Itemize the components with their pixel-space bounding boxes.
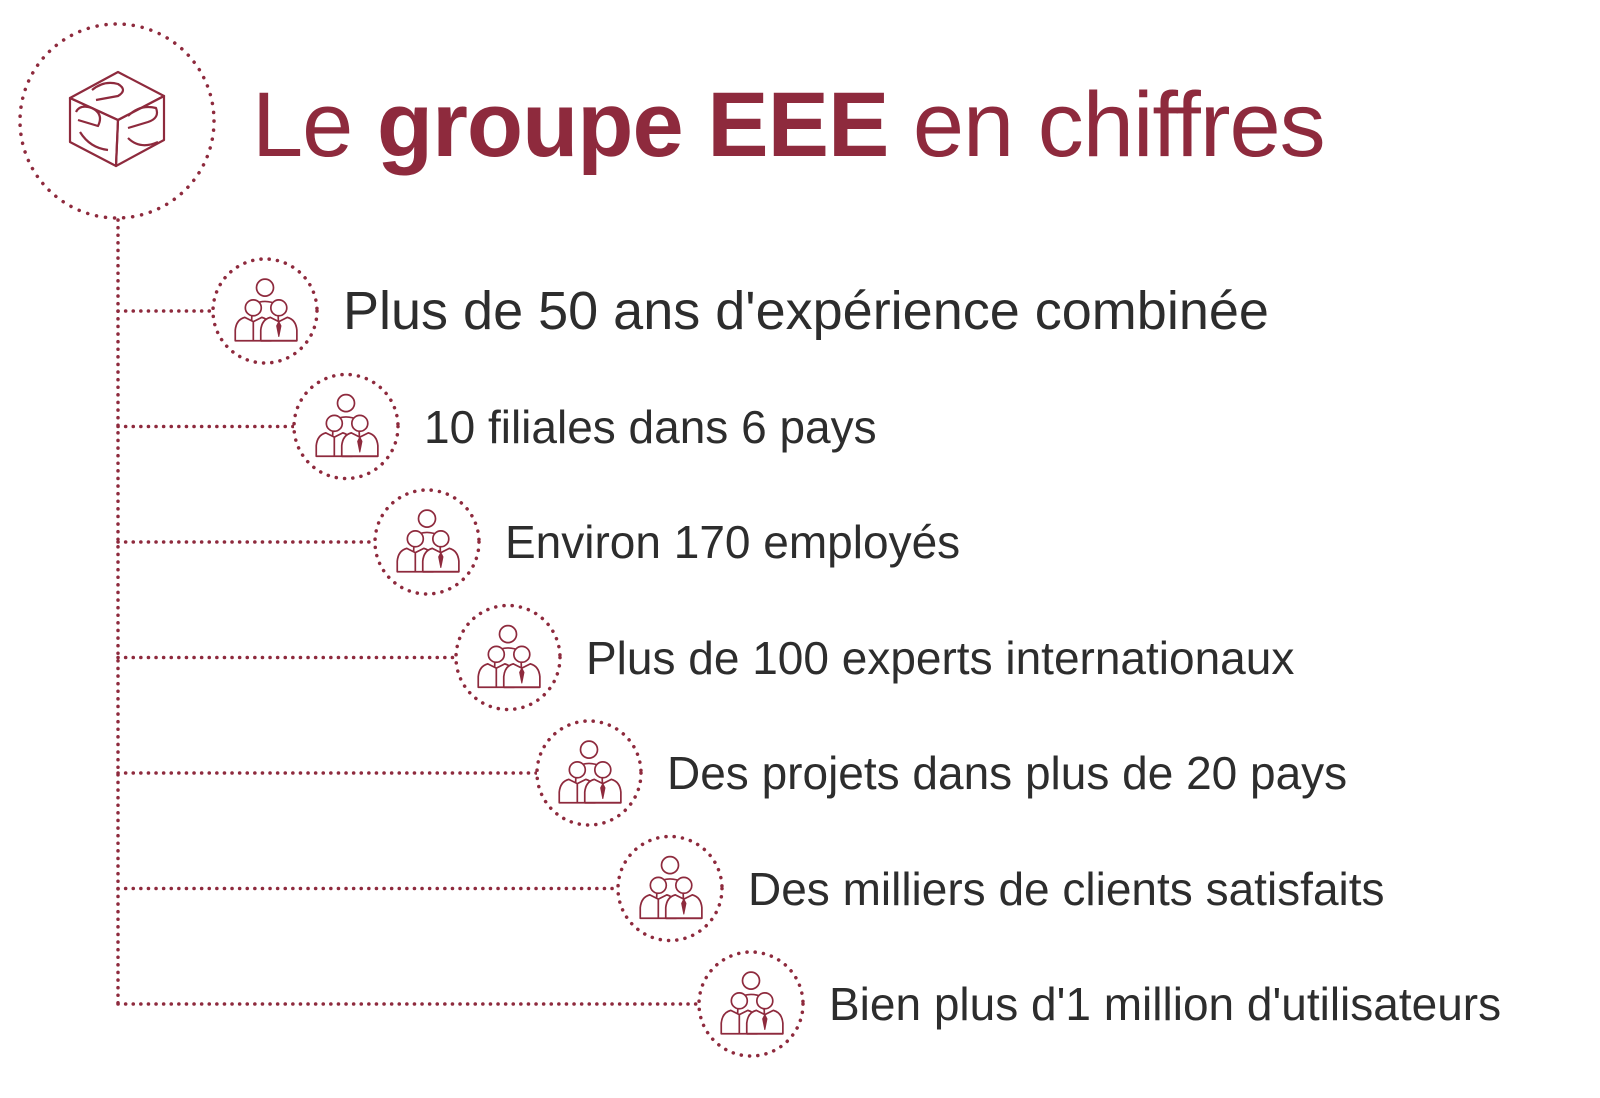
title-suffix: en chiffres	[888, 74, 1326, 176]
page-title: Le groupe EEE en chiffres	[252, 70, 1326, 180]
title-bold: groupe EEE	[376, 74, 889, 176]
item-node	[292, 372, 400, 481]
connector-lines	[116, 218, 701, 1006]
eee-logo-icon	[68, 70, 166, 168]
item-node	[535, 719, 643, 827]
item-label: Environ 170 employés	[505, 516, 961, 568]
logo	[18, 22, 216, 220]
item-label: Des milliers de clients satisfaits	[748, 862, 1385, 915]
item-node	[211, 257, 319, 365]
item-node	[697, 950, 805, 1058]
item-label: Plus de 100 experts internationaux	[586, 631, 1295, 684]
title-prefix: Le	[252, 74, 377, 176]
item-node	[454, 603, 562, 712]
item-label: Des projets dans plus de 20 pays	[667, 747, 1348, 799]
item-node	[616, 834, 724, 943]
item-nodes	[211, 257, 805, 1058]
item-node	[373, 488, 481, 596]
item-label: Bien plus d'1 million d'utilisateurs	[829, 978, 1502, 1030]
item-label: Plus de 50 ans d'expérience combinée	[343, 281, 1269, 341]
item-label: 10 filiales dans 6 pays	[424, 400, 877, 453]
